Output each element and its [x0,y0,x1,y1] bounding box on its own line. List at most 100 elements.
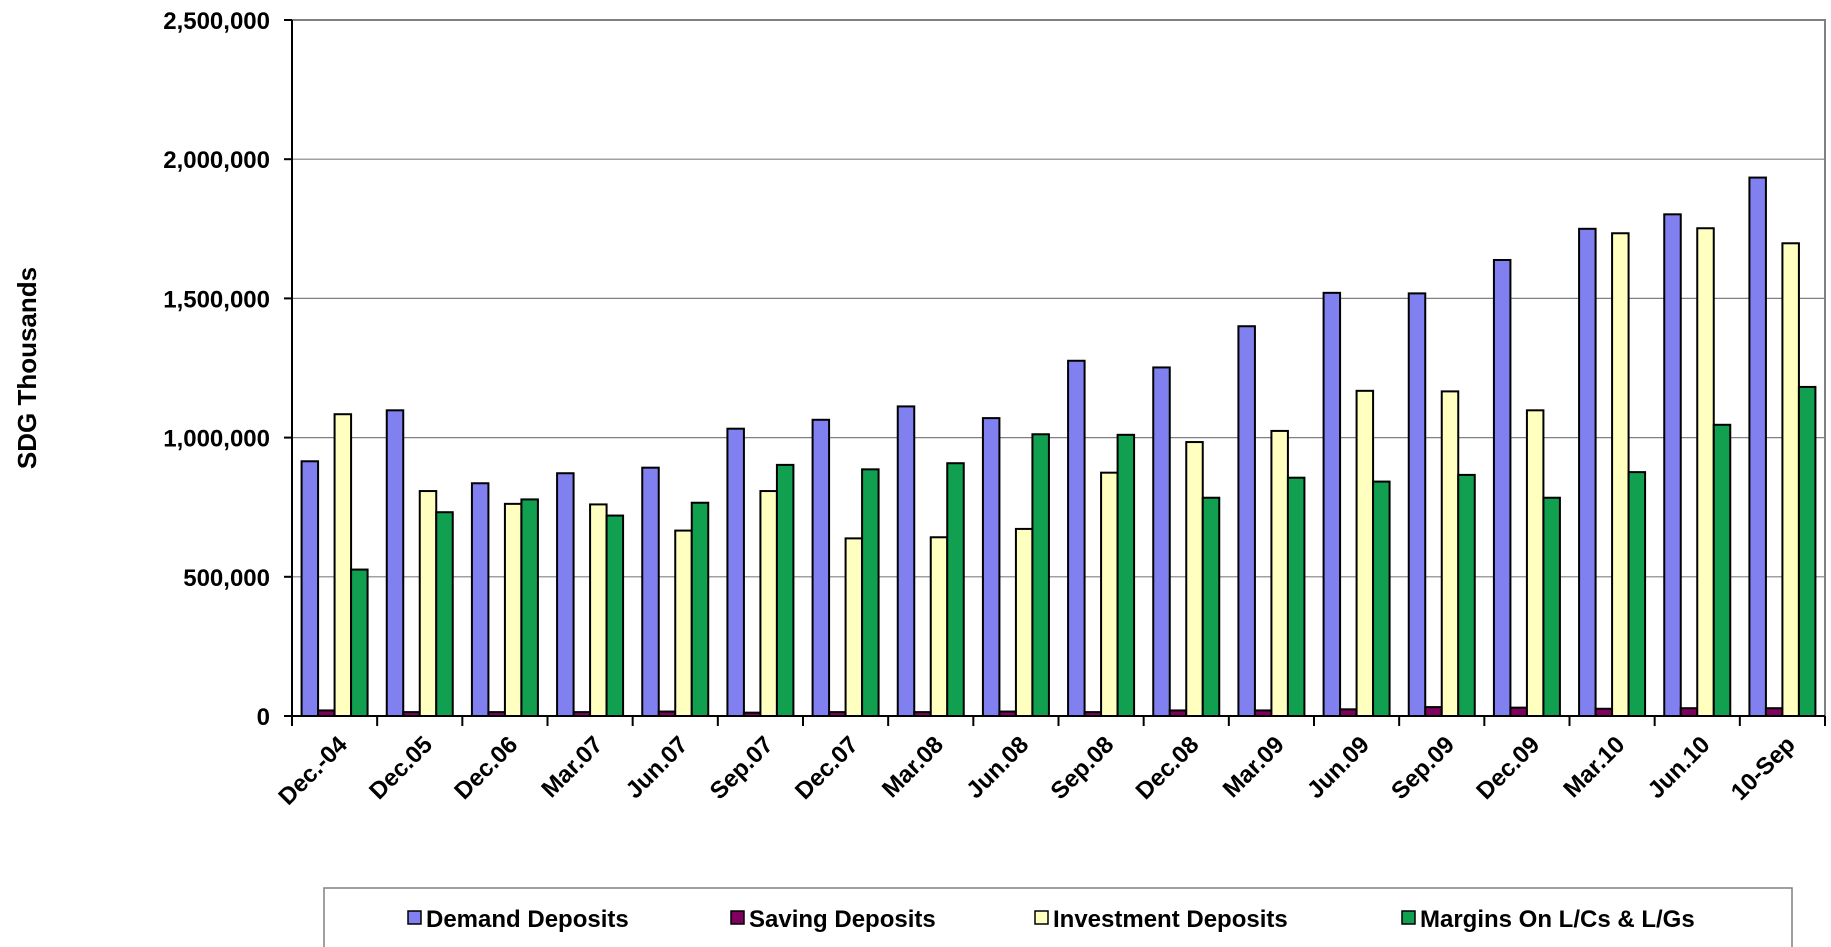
bar-demand-deposits [1663,213,1682,717]
bar-margins-on-l-cs-l-gs [1201,496,1221,717]
y-axis-title: SDG Thousands [12,267,42,469]
bar-investment-deposits [1525,409,1545,717]
bar-investment-deposits [1270,429,1289,717]
y-tick-label: 500,000 [183,565,270,592]
bar-saving-deposits [1509,706,1528,718]
bar-demand-deposits [896,405,916,717]
x-tick-label: Dec.09 [1471,731,1545,805]
bar-investment-deposits [1781,242,1800,717]
bar-investment-deposits [929,536,949,718]
legend-frame [323,887,1793,947]
bar-margins-on-l-cs-l-gs [1286,476,1306,717]
legend-swatch [407,910,422,925]
x-tick-label: Sep.09 [1386,731,1460,805]
bar-demand-deposits [1237,325,1256,717]
bar-demand-deposits [1152,366,1171,717]
y-tick-label: 1,000,000 [163,426,270,453]
x-tick-label: Dec.07 [790,731,864,805]
bar-margins-on-l-cs-l-gs [1627,471,1647,718]
x-tick-label: Mar.07 [536,731,608,803]
x-tick-label: Jun.07 [621,731,694,804]
bar-saving-deposits [1679,707,1699,717]
y-tick-label: 2,500,000 [163,8,270,35]
legend-label: Saving Deposits [749,906,936,933]
legend-swatch [1401,910,1416,925]
bar-demand-deposits [981,417,1001,717]
bar-margins-on-l-cs-l-gs [605,514,625,717]
x-tick-label: Dec.08 [1131,731,1205,805]
bar-demand-deposits [556,472,575,717]
bar-margins-on-l-cs-l-gs [1116,433,1136,717]
x-tick-label: Sep.08 [1046,731,1120,805]
bar-margins-on-l-cs-l-gs [1031,433,1050,717]
bar-saving-deposits [1424,706,1443,717]
x-tick-label: Dec.06 [449,731,523,805]
bar-investment-deposits [1696,227,1715,717]
y-axis-tick-labels: 0 500,000 1,000,000 1,500,000 2,000,000 2,500… [163,8,270,731]
bar-demand-deposits [1578,227,1597,718]
x-tick-label: Dec.05 [364,731,438,805]
x-tick-label: Mar.09 [1218,731,1290,803]
bar-investment-deposits [1611,232,1630,717]
bar-investment-deposits [589,503,608,717]
bar-investment-deposits [844,537,864,717]
bar-investment-deposits [1355,389,1375,717]
bar-investment-deposits [759,490,778,717]
bar-margins-on-l-cs-l-gs [435,511,454,717]
x-tick-label: Jun.09 [1302,731,1375,804]
bar-demand-deposits [300,460,320,717]
bar-margins-on-l-cs-l-gs [690,501,710,717]
bar-demand-deposits [470,482,490,717]
bar-demand-deposits [641,466,660,717]
legend: Demand Deposits Saving Deposits Investment… [323,887,1793,947]
x-tick-label: Jun.10 [1643,731,1716,804]
bar-saving-deposits [1594,707,1614,717]
bar-investment-deposits [503,502,523,717]
bar-demand-deposits [1067,359,1086,717]
bar-demand-deposits [1748,176,1767,717]
x-axis-tick-labels: Dec.-04 Dec.05 Dec.06 Mar.07 Jun.07 Sep.07 Dec… [273,731,1800,811]
y-tick-label: 1,500,000 [163,286,270,313]
legend-swatch [730,910,745,925]
bar-margins-on-l-cs-l-gs [861,468,880,717]
legend-label: Demand Deposits [426,906,629,933]
bar-investment-deposits [1100,471,1119,717]
bar-margins-on-l-cs-l-gs [1457,473,1476,718]
bar-investment-deposits [674,529,693,717]
bar-investment-deposits [333,413,353,717]
axes [284,19,1826,726]
legend-label: Margins On L/Cs & L/Gs [1420,906,1695,933]
bar-margins-on-l-cs-l-gs [1372,480,1391,717]
bar-saving-deposits [1764,707,1784,717]
x-tick-label: Sep.07 [705,731,779,805]
legend-swatch [1034,910,1049,925]
bar-margins-on-l-cs-l-gs [350,568,369,717]
bar-demand-deposits [811,418,831,717]
bar-margins-on-l-cs-l-gs [1712,423,1732,717]
bar-margins-on-l-cs-l-gs [775,463,795,718]
bar-demand-deposits [1492,258,1512,717]
x-tick-label: Dec.-04 [273,731,353,811]
bar-demand-deposits [1322,291,1342,717]
x-tick-label: Jun.08 [961,731,1034,804]
bars [300,176,1817,718]
bar-margins-on-l-cs-l-gs [520,498,539,717]
bar-demand-deposits [1407,292,1427,717]
y-tick-label: 2,000,000 [163,147,270,174]
bar-margins-on-l-cs-l-gs [1542,496,1561,717]
x-tick-label: 10-Sep [1726,731,1801,806]
bar-margins-on-l-cs-l-gs [946,462,965,717]
bar-margins-on-l-cs-l-gs [1797,385,1817,717]
y-tick-label: 0 [257,704,270,731]
bar-demand-deposits [726,427,745,717]
x-tick-label: Mar.08 [877,731,949,803]
bar-investment-deposits [1440,390,1460,717]
bar-demand-deposits [385,409,405,717]
x-tick-label: Mar.10 [1558,731,1630,803]
bar-investment-deposits [1014,527,1034,718]
legend-label: Investment Deposits [1053,906,1288,933]
bar-investment-deposits [418,490,438,717]
bar-investment-deposits [1185,441,1204,717]
bar-saving-deposits [1339,708,1358,718]
